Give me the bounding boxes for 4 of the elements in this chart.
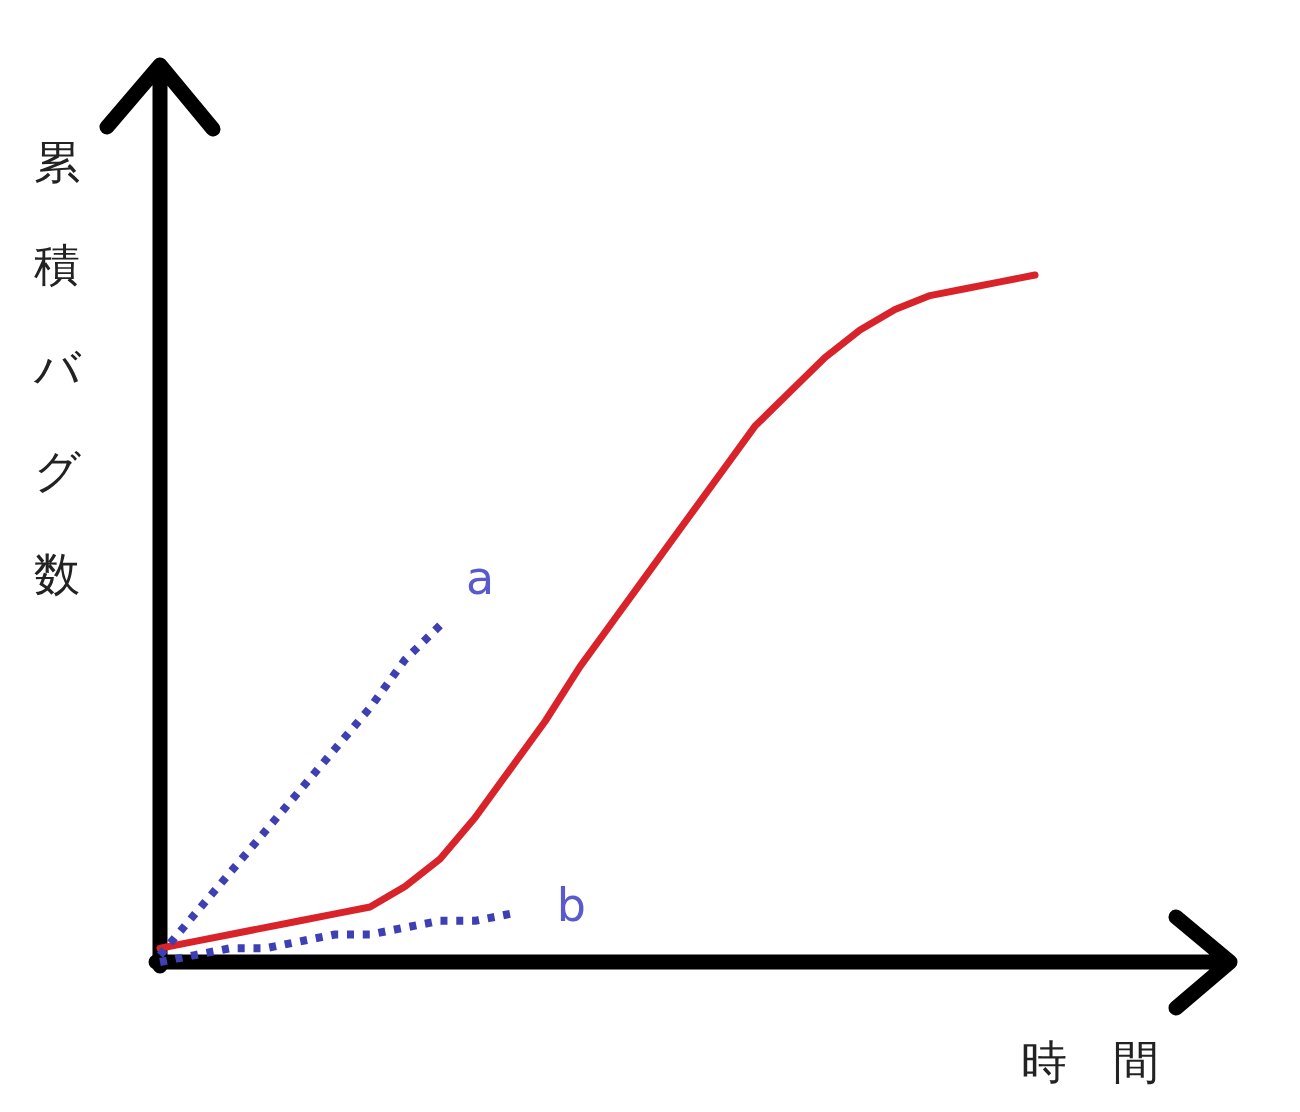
x-axis-title: 時 間 xyxy=(1021,1035,1159,1089)
series-label: a xyxy=(466,551,495,606)
series-label: b xyxy=(556,878,587,933)
y-axis-title: 累積バグ数 xyxy=(32,135,82,601)
